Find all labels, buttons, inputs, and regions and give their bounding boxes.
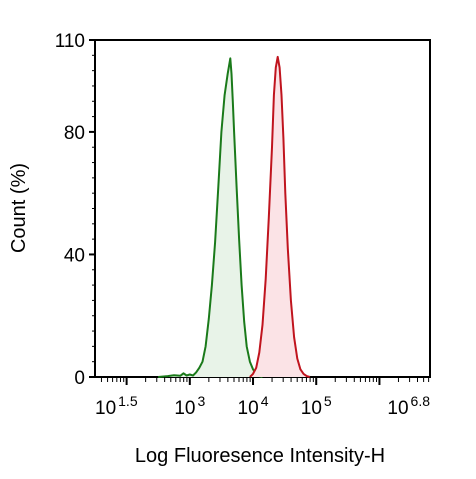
x-tick-exponent: 1.5	[118, 393, 138, 409]
x-tick-exponent: 5	[324, 393, 332, 409]
series-2-line	[249, 55, 311, 378]
y-axis: 0 40 80 110	[55, 31, 95, 389]
y-tick-label: 80	[64, 123, 85, 144]
x-tick-label: 10 1.5	[95, 393, 138, 419]
series-2-area	[249, 56, 310, 378]
y-tick-label: 0	[74, 368, 85, 389]
x-tick-label: 10 5	[301, 393, 332, 419]
x-tick-label: 10 3	[174, 393, 205, 419]
x-tick-exponent: 3	[197, 393, 205, 409]
x-tick-exponent: 6.8	[411, 393, 431, 409]
y-tick-label: 40	[64, 245, 85, 266]
series-1-area	[158, 58, 263, 378]
x-axis: 10 1.5 10 3 10 4 10 5 10 6.8	[95, 377, 430, 419]
x-tick-label: 10 6.8	[387, 393, 430, 419]
x-tick-label: 10 4	[238, 393, 269, 419]
series-layer	[158, 55, 311, 378]
x-axis-title: Log Fluoresence Intensity-H	[135, 445, 385, 467]
x-tick-exponent: 4	[261, 393, 269, 409]
y-tick-label: 110	[55, 31, 85, 52]
y-axis-title: Count (%)	[8, 163, 30, 253]
series-1-line	[158, 57, 263, 378]
